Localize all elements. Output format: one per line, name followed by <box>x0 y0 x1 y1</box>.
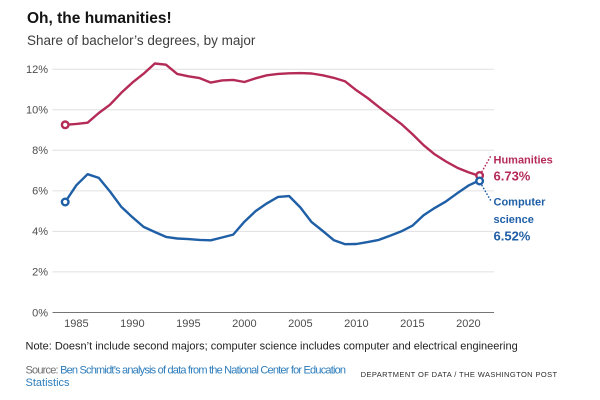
svg-text:12%: 12% <box>26 64 48 76</box>
svg-text:DEPARTMENT OF DATA / THE WASHI: DEPARTMENT OF DATA / THE WASHINGTON POST <box>361 370 558 379</box>
svg-text:1995: 1995 <box>176 318 200 330</box>
svg-text:2000: 2000 <box>232 318 256 330</box>
svg-text:6.73%: 6.73% <box>494 169 531 184</box>
svg-text:Source: Ben Schmidt’s analysis: Source: Ben Schmidt’s analysis of data f… <box>26 364 346 376</box>
svg-text:Oh, the humanities!: Oh, the humanities! <box>27 10 172 27</box>
svg-text:2%: 2% <box>32 267 48 279</box>
svg-text:4%: 4% <box>32 226 48 238</box>
svg-text:2005: 2005 <box>288 318 312 330</box>
svg-text:2010: 2010 <box>344 318 368 330</box>
svg-text:1990: 1990 <box>120 318 144 330</box>
svg-text:Share of bachelor’s degrees, b: Share of bachelor’s degrees, by major <box>27 33 256 48</box>
svg-text:Note: Doesn’t include second m: Note: Doesn’t include second majors; com… <box>26 341 518 353</box>
svg-text:Computer: Computer <box>494 196 547 208</box>
svg-text:2020: 2020 <box>456 318 480 330</box>
svg-text:1985: 1985 <box>64 318 88 330</box>
svg-text:Humanities: Humanities <box>494 155 553 167</box>
svg-text:science: science <box>494 214 534 226</box>
svg-text:10%: 10% <box>26 105 48 117</box>
svg-text:6.52%: 6.52% <box>494 228 531 243</box>
svg-text:6%: 6% <box>32 186 48 198</box>
svg-text:8%: 8% <box>32 145 48 157</box>
svg-text:Statistics: Statistics <box>26 377 71 389</box>
svg-text:0%: 0% <box>32 307 48 319</box>
svg-text:2015: 2015 <box>400 318 424 330</box>
